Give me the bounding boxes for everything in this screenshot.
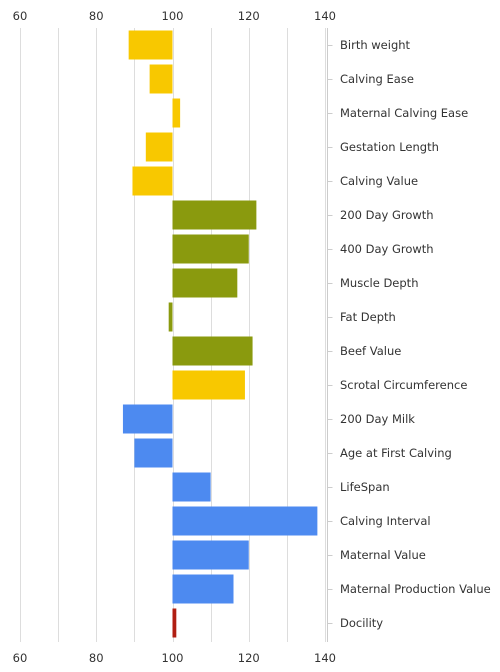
- bar: [172, 370, 245, 400]
- category-label: Muscle Depth: [340, 276, 418, 290]
- x-tick-label-bottom: 60: [13, 651, 28, 665]
- x-tick-label-bottom: 140: [314, 651, 336, 665]
- x-tick-label-top: 60: [13, 9, 28, 23]
- bar: [172, 608, 177, 638]
- bar: [149, 64, 173, 94]
- x-tick-label-top: 80: [89, 9, 104, 23]
- x-tick-label-bottom: 80: [89, 651, 104, 665]
- x-tick-label-top: 100: [162, 9, 184, 23]
- bar: [172, 98, 181, 128]
- category-label: Maternal Calving Ease: [340, 106, 468, 120]
- bottom-axis-ticks: 60 80 100 120 140: [13, 651, 336, 665]
- x-tick-label-bottom: 100: [162, 651, 184, 665]
- category-label: Maternal Production Value: [340, 582, 491, 596]
- grid-lines: [20, 28, 326, 642]
- category-label: Calving Ease: [340, 72, 414, 86]
- category-label: Gestation Length: [340, 140, 439, 154]
- category-label: Calving Value: [340, 174, 418, 188]
- bar: [172, 472, 211, 502]
- x-tick-label-bottom: 120: [238, 651, 260, 665]
- top-axis-ticks: 60 80 100 120 140: [13, 9, 336, 23]
- bar: [172, 574, 234, 604]
- category-label: Calving Interval: [340, 514, 431, 528]
- bar: [172, 336, 253, 366]
- category-label: Age at First Calving: [340, 446, 452, 460]
- category-label: Birth weight: [340, 38, 411, 52]
- category-label: 200 Day Growth: [340, 208, 434, 222]
- bar: [168, 302, 173, 332]
- x-tick-label-top: 120: [238, 9, 260, 23]
- x-tick-label-top: 140: [314, 9, 336, 23]
- bar: [172, 200, 257, 230]
- bar: [172, 268, 238, 298]
- bar: [134, 438, 173, 468]
- bar: [172, 234, 249, 264]
- bar: [132, 166, 173, 196]
- category-label: 400 Day Growth: [340, 242, 434, 256]
- category-label: Scrotal Circumference: [340, 378, 467, 392]
- category-label: Maternal Value: [340, 548, 426, 562]
- bar: [122, 404, 173, 434]
- bars: [122, 30, 318, 638]
- category-axis: Birth weight Calving Ease Maternal Calving…: [327, 28, 491, 642]
- category-label: Docility: [340, 616, 383, 630]
- category-label: Beef Value: [340, 344, 401, 358]
- bar: [172, 540, 249, 570]
- category-label: Fat Depth: [340, 310, 396, 324]
- category-label: 200 Day Milk: [340, 412, 415, 426]
- bar: [172, 506, 318, 536]
- bar: [145, 132, 173, 162]
- bar: [128, 30, 173, 60]
- category-label: LifeSpan: [340, 480, 390, 494]
